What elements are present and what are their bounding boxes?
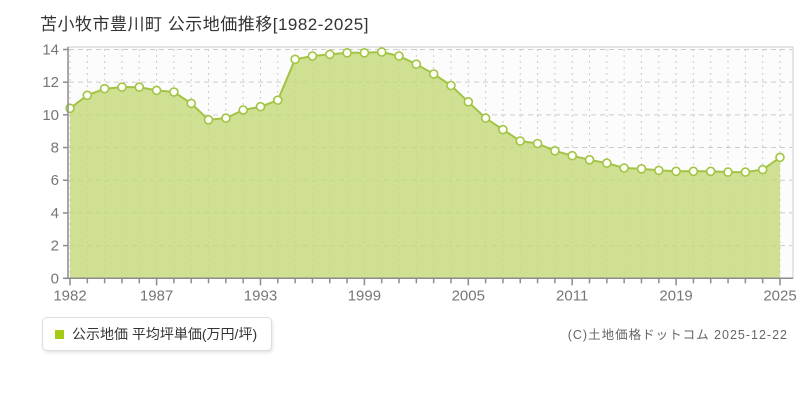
data-point[interactable] [723, 167, 733, 177]
data-point[interactable] [221, 113, 231, 123]
data-point[interactable] [324, 49, 335, 60]
data-point[interactable] [584, 155, 595, 165]
data-point[interactable] [446, 80, 456, 91]
data-point[interactable] [532, 138, 543, 149]
svg-text:2005: 2005 [452, 287, 485, 304]
data-point[interactable] [775, 152, 785, 163]
svg-text:6: 6 [51, 172, 59, 189]
data-point[interactable] [394, 51, 404, 61]
svg-text:2011: 2011 [556, 287, 588, 304]
svg-text:1993: 1993 [244, 287, 277, 304]
data-point[interactable] [82, 90, 93, 101]
data-point[interactable] [619, 163, 629, 173]
data-point[interactable] [272, 95, 283, 105]
svg-text:2019: 2019 [659, 287, 692, 304]
legend-marker-icon [55, 329, 64, 339]
data-point[interactable] [65, 103, 75, 114]
svg-text:1982: 1982 [53, 287, 86, 304]
data-point[interactable] [740, 167, 751, 177]
svg-text:10: 10 [42, 107, 59, 124]
chart-area: 0 2 4 6 8 10 12 14 1982 1987 1993 1999 2005 2011 2019 2… [42, 42, 796, 305]
data-point[interactable] [688, 166, 699, 177]
legend: 公示地価 平均坪単価(万円/坪) [42, 317, 273, 351]
svg-text:14: 14 [42, 42, 59, 59]
data-point[interactable] [498, 124, 508, 135]
svg-text:2: 2 [51, 238, 59, 255]
data-point[interactable] [99, 83, 110, 94]
data-point[interactable] [117, 82, 127, 92]
data-point[interactable] [757, 164, 768, 175]
data-point[interactable] [653, 165, 664, 176]
data-point[interactable] [567, 150, 578, 161]
data-point[interactable] [359, 47, 370, 58]
data-point[interactable] [705, 166, 716, 177]
page-title: 苫小牧市豊川町 公示地価推移[1982-2025] [40, 15, 369, 34]
price-chart: 0 2 4 6 8 10 12 14 1982 1987 1993 1999 2005 2011 2019 2… [42, 42, 796, 305]
data-point[interactable] [134, 82, 145, 92]
data-point[interactable] [186, 98, 196, 109]
data-point[interactable] [255, 101, 266, 112]
data-points [65, 47, 785, 177]
area-series [70, 52, 780, 279]
data-point[interactable] [307, 51, 318, 61]
data-point[interactable] [550, 146, 560, 156]
axis-tick-labels: 0 2 4 6 8 10 12 14 1982 1987 1993 1999 2005 2011 2019 2… [42, 42, 796, 305]
svg-text:2025: 2025 [763, 287, 796, 304]
data-point[interactable] [411, 59, 422, 69]
data-point[interactable] [290, 54, 300, 65]
legend-label: 公示地価 平均坪単価(万円/坪) [72, 326, 258, 342]
data-point[interactable] [480, 113, 491, 123]
data-point[interactable] [151, 85, 162, 96]
data-point[interactable] [342, 47, 352, 58]
svg-text:1999: 1999 [348, 287, 381, 304]
data-point[interactable] [601, 158, 612, 168]
data-point[interactable] [428, 69, 439, 79]
svg-text:12: 12 [42, 74, 59, 91]
data-point[interactable] [376, 47, 387, 57]
svg-text:1987: 1987 [140, 287, 173, 304]
svg-text:0: 0 [51, 270, 59, 287]
svg-text:8: 8 [51, 140, 59, 157]
data-point[interactable] [238, 105, 248, 115]
data-point[interactable] [203, 115, 214, 125]
data-point[interactable] [515, 136, 526, 146]
data-point[interactable] [671, 166, 681, 177]
data-point[interactable] [463, 97, 474, 107]
data-point[interactable] [169, 87, 179, 97]
svg-text:4: 4 [51, 205, 59, 222]
copyright-text: (C)土地価格ドットコム 2025-12-22 [567, 328, 788, 342]
data-point[interactable] [636, 164, 647, 174]
axes [63, 47, 793, 286]
